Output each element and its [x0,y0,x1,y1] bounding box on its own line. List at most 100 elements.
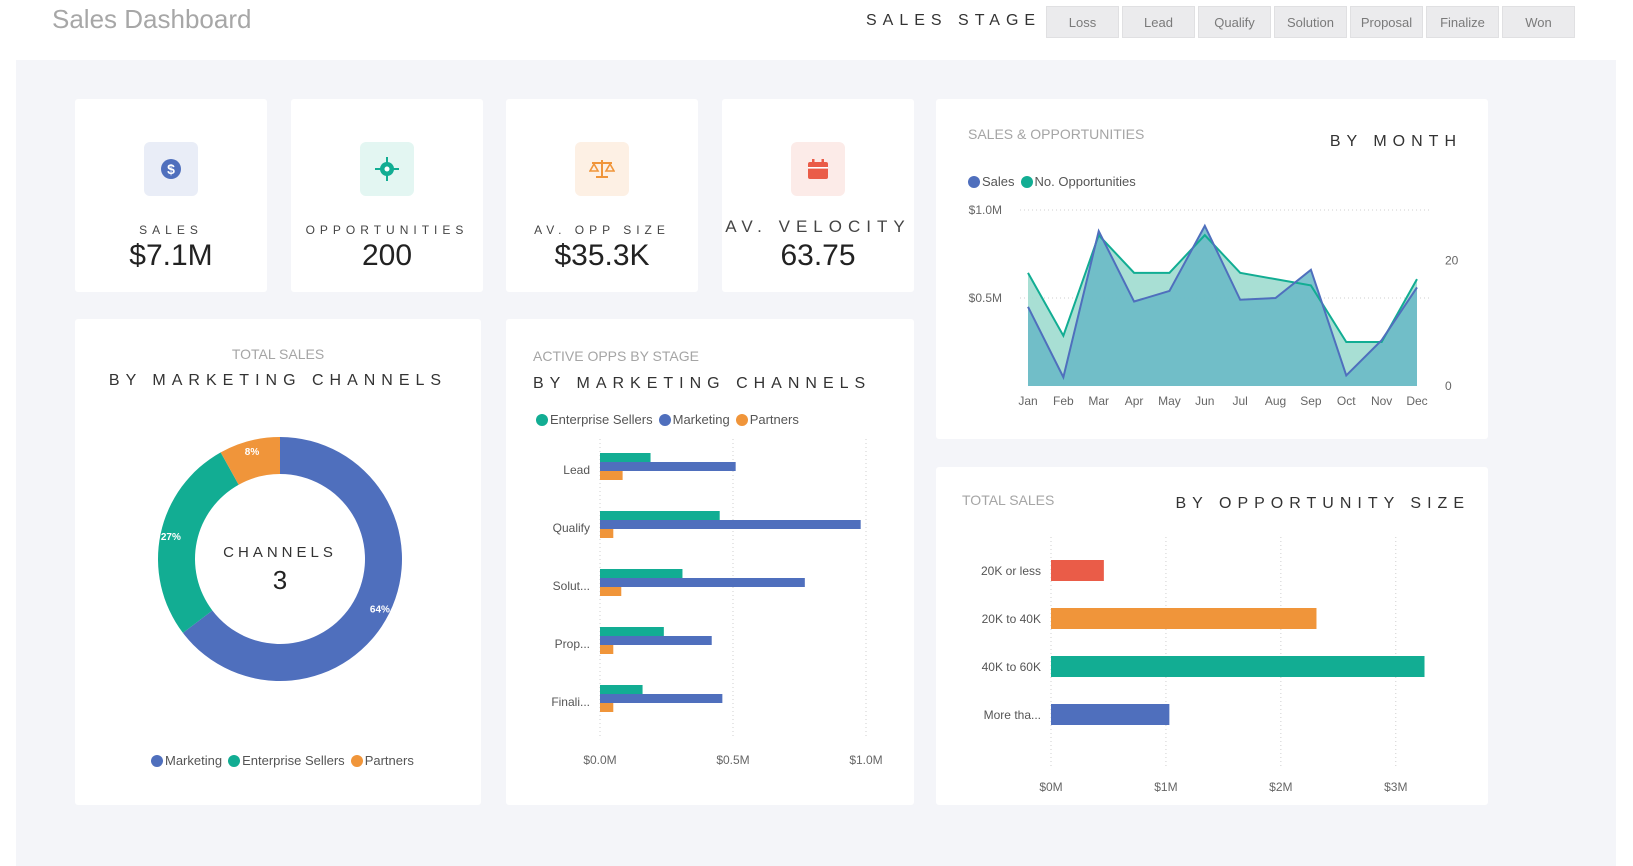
x-tick-label: $1M [1154,780,1177,794]
legend-item-enterprise[interactable]: Enterprise Sellers [536,412,653,427]
kpi-card-opportunities[interactable]: OPPORTUNITIES 200 [291,99,483,292]
calendar-icon [791,142,845,196]
size-chart-title: BY OPPORTUNITY SIZE [1175,495,1470,512]
stage-button-finalize[interactable]: Finalize [1426,6,1499,38]
kpi-label: SALES [139,223,203,237]
kpi-card-sales[interactable]: $ SALES $7.1M [75,99,267,292]
legend-dot-marketing [151,754,163,767]
legend-item-sales[interactable]: Sales [968,174,1015,189]
stage-button-solution[interactable]: Solution [1274,6,1347,38]
x-tick-label: Mar [1088,394,1109,408]
legend-label: Partners [364,753,414,768]
category-label: 20K to 40K [982,612,1041,626]
stage-button-qualify[interactable]: Qualify [1198,6,1271,38]
kpi-value: 200 [361,239,413,272]
stage-button-proposal[interactable]: Proposal [1350,6,1423,38]
page-title: Sales Dashboard [52,4,252,34]
x-tick-label: Jan [1018,394,1037,408]
legend-dot-enterprise [536,413,548,426]
legend-dot-marketing [658,413,671,426]
x-tick-label: $1.0M [849,753,882,767]
legend-item-opportunities[interactable]: No. Opportunities [1020,174,1136,189]
category-label: Solut... [553,579,590,593]
bar-partners [600,587,622,596]
donut-slice-label: 8% [245,447,260,458]
stage-chart-subtitle: ACTIVE OPPS BY STAGE [533,348,699,364]
kpi-label: OPPORTUNITIES [305,223,469,237]
bar-opp-size [1051,704,1170,725]
y-left-tick: $1.0M [969,203,1002,217]
donut-slice-0 [182,437,403,681]
area-sales [1028,225,1417,386]
bar-marketing [600,462,736,471]
y-right-tick: 20 [1445,253,1459,267]
stage-button-lead[interactable]: Lead [1122,6,1195,38]
stage-chart-legend: Enterprise Sellers Marketing Partners [536,412,799,427]
legend-label: No. Opportunities [1034,174,1136,189]
donut-center-value: 3 [273,565,287,595]
stage-bar-chart: $0.0M $0.5M $1.0M Lead Qualify Solut... Prop..… [551,439,883,767]
x-tick-label: $0M [1039,780,1062,794]
legend-item-partners[interactable]: Partners [350,753,414,768]
x-tick-label: Oct [1337,394,1356,408]
opp-size-bar-chart: $0M $1M $2M $3M 20K or less 20K to 40K 40K to … [981,537,1425,794]
kpi-label: AV. OPP SIZE [534,223,670,237]
bar-marketing [600,636,712,645]
donut-slice-label: 64% [370,605,390,616]
bar-partners [600,471,623,480]
y-right-tick: 0 [1445,379,1452,393]
x-tick-label: $2M [1269,780,1292,794]
legend-dot-partners [735,413,748,426]
scale-icon [575,142,629,196]
kpi-value: 63.75 [780,239,856,272]
x-tick-label: May [1158,394,1181,408]
category-label: 20K or less [981,564,1041,578]
target-icon [360,142,414,196]
stage-button-won[interactable]: Won [1502,6,1575,38]
legend-item-partners[interactable]: Partners [735,412,799,427]
stage-button-loss[interactable]: Loss [1046,6,1119,38]
line-sales [1027,223,1418,381]
bar-partners [600,703,614,712]
x-tick-label: Jun [1195,394,1214,408]
donut-slice-2 [220,437,280,485]
kpi-label: AV. VELOCITY [725,217,911,236]
donut-legend: Marketing Enterprise Sellers Partners [151,753,414,768]
bar-opp-size [1051,656,1425,677]
bar-partners [600,529,614,538]
category-label: 40K to 60K [982,660,1041,674]
legend-label: Marketing [165,753,223,768]
legend-label: Enterprise Sellers [242,753,345,768]
monthly-area-chart: $1.0M $0.5M 20 0 Jan Feb Mar Apr May Jun Jul Aug Sep… [969,203,1459,408]
bar-partners [600,645,614,654]
total-sales-by-channel-card: TOTAL SALES BY MARKETING CHANNELS 64% 27%… [75,319,481,805]
category-label: Lead [563,463,590,477]
kpi-card-av-opp-size[interactable]: AV. OPP SIZE $35.3K [506,99,698,292]
bar-opp-size [1051,560,1104,581]
size-chart-subtitle: TOTAL SALES [962,492,1055,508]
legend-dot-sales [968,175,980,188]
header-bar: Sales Dashboard SALES STAGE Loss Lead Qu… [0,0,1633,58]
sales-stage-filter: Loss Lead Qualify Solution Proposal Fina… [1046,6,1575,38]
legend-item-enterprise[interactable]: Enterprise Sellers [228,753,345,768]
total-sales-by-opp-size-card: TOTAL SALES BY OPPORTUNITY SIZE $0M $1M $2… [936,467,1488,805]
kpi-value: $35.3K [554,239,650,272]
x-tick-label: Nov [1371,394,1392,408]
legend-item-marketing[interactable]: Marketing [658,412,730,427]
bar-enterprise-sellers [600,569,683,578]
bar-enterprise-sellers [600,627,664,636]
monthly-chart-subtitle: SALES & OPPORTUNITIES [968,126,1145,142]
legend-dot-partners [350,754,363,767]
sales-opportunities-by-month-card: SALES & OPPORTUNITIES BY MONTH Sales No.… [936,99,1488,439]
kpi-card-av-velocity[interactable]: AV. VELOCITY 63.75 [722,99,914,292]
category-label: Finali... [551,695,590,709]
x-tick-label: $3M [1384,780,1407,794]
legend-item-marketing[interactable]: Marketing [151,753,222,768]
bar-enterprise-sellers [600,511,720,520]
dollar-icon: $ [144,142,198,196]
category-label: More tha... [984,708,1041,722]
category-label: Prop... [555,637,590,651]
legend-label: Marketing [672,412,730,427]
x-tick-label: Aug [1265,394,1286,408]
legend-label: Partners [749,412,799,427]
